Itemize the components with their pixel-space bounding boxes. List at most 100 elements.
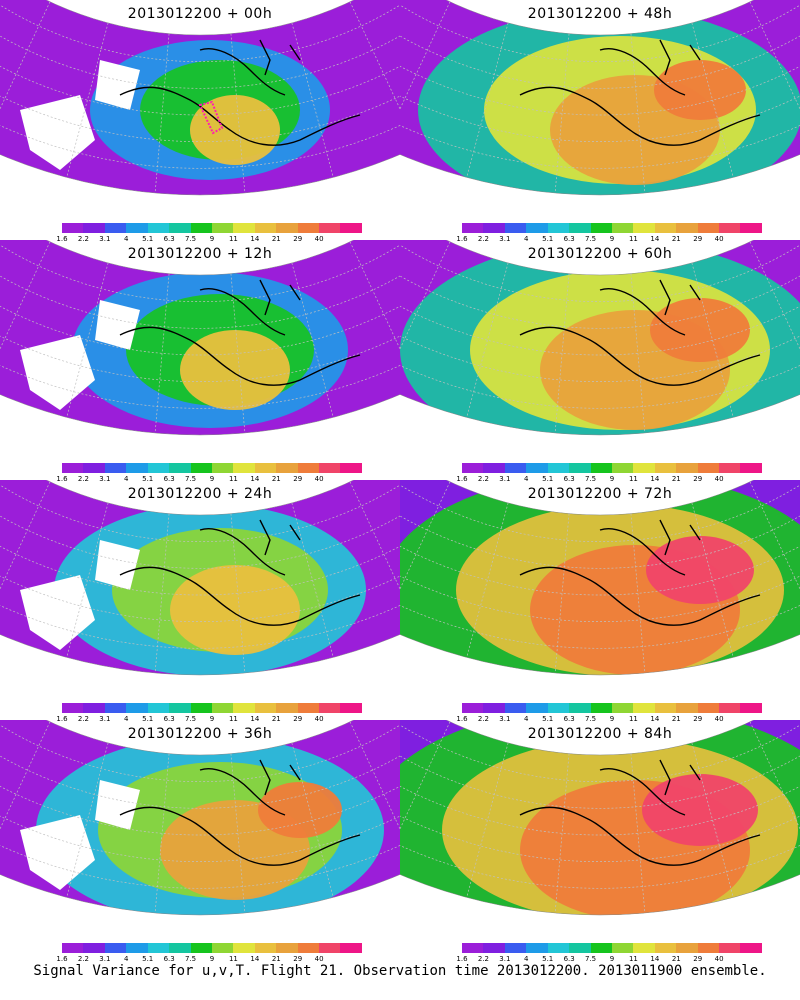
graticule-line [400, 516, 800, 596]
colorbar-swatch [483, 223, 505, 233]
colorbar-label: 4 [524, 235, 529, 243]
map-panel: 2013012200 + 12h 1.6 2.2 3.1 4 5.1 6.3 7.5 9 11 14… [0, 240, 400, 483]
map-border [0, 0, 400, 196]
graticule-line [0, 276, 400, 356]
colorbar-label: 3.1 [499, 475, 511, 483]
colorbar-label: 6.3 [563, 235, 575, 243]
colorbar-swatch [547, 703, 570, 713]
colorbar-swatch [697, 943, 720, 953]
graticule-line [0, 36, 400, 116]
colorbar-swatch [611, 703, 634, 713]
colorbar-swatch [297, 463, 320, 473]
colorbar-swatch [62, 223, 84, 233]
colorbar-swatch [319, 463, 341, 473]
colorbar-swatch [569, 223, 591, 233]
colorbar-label: 2.2 [477, 475, 489, 483]
colorbar-label: 1.6 [56, 475, 68, 483]
graticule-line [400, 0, 800, 62]
graticule-line [154, 33, 170, 194]
graticule-line [0, 480, 400, 542]
colorbar-swatch [611, 223, 634, 233]
colorbar-swatch [547, 463, 570, 473]
graticule-line [691, 502, 734, 658]
variance-region [258, 782, 342, 838]
graticule-line [691, 742, 734, 898]
graticule-line [66, 742, 109, 898]
colorbar-label: 3.1 [499, 235, 511, 243]
colorbar-label: 14 [250, 475, 260, 483]
colorbar-label: 9 [209, 235, 215, 243]
forecast-map [400, 240, 800, 436]
colorbar-swatch [633, 703, 655, 713]
colorbar-swatch [340, 463, 362, 473]
colorbar-swatch [590, 463, 612, 473]
colorbar-label: 3.1 [99, 715, 111, 723]
graticule-line [291, 22, 334, 178]
colorbar-swatch [462, 703, 484, 713]
colorbar-label: 40 [314, 715, 324, 723]
graticule-line [691, 22, 734, 178]
colorbar-label: 9 [209, 955, 215, 963]
colorbar-swatch [276, 223, 298, 233]
colorbar-swatch [211, 703, 234, 713]
graticule-line [400, 14, 800, 89]
colorbar-label: 5.1 [542, 955, 554, 963]
colorbar-label: 1.6 [456, 955, 468, 963]
colorbar-swatch [654, 943, 677, 953]
colorbar-swatch [104, 223, 127, 233]
forecast-map [0, 480, 400, 676]
map-border [0, 240, 400, 436]
colorbar-label: 7.5 [184, 715, 197, 723]
colorbar-swatch [483, 463, 505, 473]
colorbar-swatch [526, 703, 548, 713]
forecast-map [0, 720, 400, 916]
colorbar-label: 40 [714, 715, 724, 723]
colorbar-swatch [211, 463, 234, 473]
colorbar-label: 9 [609, 715, 615, 723]
colorbar-swatch [462, 463, 484, 473]
graticule-line [0, 720, 400, 782]
colorbar-swatch [504, 703, 527, 713]
graticule-line [554, 273, 570, 434]
colorbar-swatch [462, 943, 484, 953]
graticule-line [400, 240, 800, 302]
colorbar-swatch [547, 943, 570, 953]
colorbar-swatch [719, 703, 741, 713]
colorbar-swatch [104, 463, 127, 473]
colorbar-labels: 1.6 2.2 3.1 4 5.1 6.3 7.5 9 11 14 21 29 40 [456, 955, 762, 965]
panel-title: 2013012200 + 12h [127, 246, 273, 262]
colorbar-label: 40 [314, 475, 324, 483]
colorbar-label: 6.3 [163, 475, 175, 483]
colorbar-swatch [233, 223, 255, 233]
colorbar-label: 5.1 [542, 715, 554, 723]
map-border [400, 0, 800, 196]
forecast-map [400, 0, 800, 196]
colorbar-label: 29 [293, 715, 303, 723]
map-panel: 2013012200 + 36h 1.6 2.2 3.1 4 5.1 6.3 7.5 9 11 14… [0, 720, 400, 963]
colorbar-label: 21 [671, 955, 681, 963]
colorbar-label: 14 [250, 235, 260, 243]
missing-data-region [95, 540, 140, 590]
colorbar-swatch [633, 223, 655, 233]
colorbar-swatch [254, 463, 277, 473]
colorbar-swatch [254, 703, 277, 713]
colorbar-swatch [147, 463, 170, 473]
graticule-line [400, 254, 800, 329]
colorbar-swatch [547, 223, 570, 233]
colorbar-swatch [590, 703, 612, 713]
colorbar-labels: 1.6 2.2 3.1 4 5.1 6.3 7.5 9 11 14 21 29 40 [56, 235, 362, 245]
panel-title: 2013012200 + 84h [527, 726, 673, 742]
colorbar-swatch [190, 703, 212, 713]
forecast-map [400, 480, 800, 676]
coastline [519, 279, 761, 386]
colorbar-label: 7.5 [184, 235, 197, 243]
colorbar-labels: 1.6 2.2 3.1 4 5.1 6.3 7.5 9 11 14 21 29 40 [56, 955, 362, 965]
colorbar [462, 223, 762, 233]
variance-region [642, 774, 758, 846]
coastline [119, 279, 361, 386]
graticule-line [291, 502, 334, 658]
coastline [119, 519, 361, 626]
graticule-line [400, 537, 800, 623]
graticule-line [0, 537, 400, 623]
colorbar [462, 703, 762, 713]
